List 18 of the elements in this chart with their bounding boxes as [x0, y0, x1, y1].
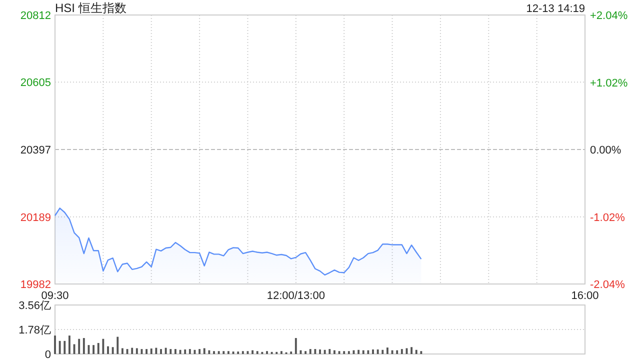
y-tick-label: 1.78亿	[18, 324, 51, 336]
y2-tick-label: +1.02%	[590, 77, 628, 90]
y2-tick-label: -2.04%	[590, 279, 626, 291]
y-tick-label: 20189	[20, 212, 51, 224]
y-tick-label: 19982	[20, 279, 51, 291]
x-tick-label: 12:00/13:00	[266, 290, 325, 302]
x-tick-label: 09:30	[41, 290, 69, 302]
y2-tick-label: 0.00%	[590, 144, 622, 156]
x-tick-label: 16:00	[571, 290, 599, 302]
y-tick-label: 0	[44, 349, 51, 360]
y2-tick-label: +2.04%	[590, 10, 628, 22]
y-tick-label: 20605	[20, 77, 51, 90]
y-tick-label: 3.56亿	[18, 300, 51, 312]
chart-title: HSI 恒生指数	[55, 1, 126, 15]
y2-tick-label: -1.02%	[590, 212, 626, 224]
text: 12-13 14:19	[526, 3, 585, 15]
y-tick-label: 20397	[20, 144, 51, 156]
y-tick-label: 20812	[20, 10, 51, 22]
